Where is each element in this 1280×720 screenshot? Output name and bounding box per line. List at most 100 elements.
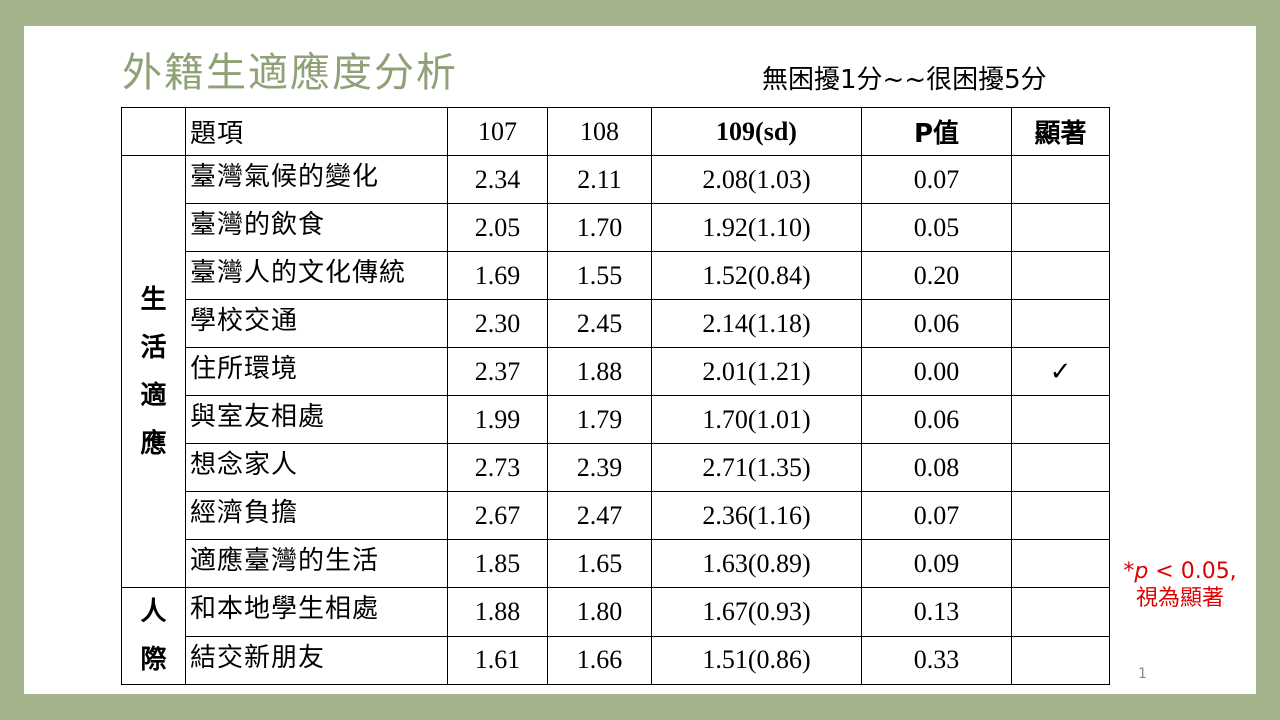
row-109: 2.36(1.16) (651, 491, 862, 540)
header-109: 109(sd) (651, 107, 862, 156)
row-p: 0.33 (861, 635, 1012, 685)
table-row: 生 活 適 應 臺灣氣候的變化 2.34 2.11 2.08(1.03) 0.0… (121, 155, 1110, 588)
row-108: 2.47 (547, 491, 652, 540)
group-life-adaptation: 生 活 適 應 (121, 155, 186, 588)
group-char: 人 (140, 597, 167, 627)
row-109: 1.52(0.84) (651, 251, 862, 300)
row-109: 2.01(1.21) (651, 347, 862, 396)
group-char: 活 (140, 332, 167, 363)
table-row: 住所環境 2.37 1.88 2.01(1.21) 0.00 ✓ (122, 347, 1110, 396)
significance-note-line2: 視為顯著 (1135, 586, 1224, 611)
row-p: 0.06 (861, 395, 1012, 444)
row-sig (1011, 395, 1110, 444)
group-char: 生 (140, 284, 167, 315)
row-107: 1.61 (447, 635, 548, 685)
row-sig (1011, 155, 1110, 204)
row-107: 2.05 (447, 203, 548, 252)
table-row: 臺灣的飲食 2.05 1.70 1.92(1.10) 0.05 (122, 203, 1110, 252)
row-108: 2.11 (547, 155, 652, 204)
threshold: < 0.05, (1148, 559, 1237, 584)
group-char: 適 (140, 380, 167, 411)
group-char: 際 (140, 645, 167, 675)
row-108: 1.66 (547, 635, 652, 685)
row-108: 1.88 (547, 347, 652, 396)
table-row: 經濟負擔 2.67 2.47 2.36(1.16) 0.07 (122, 491, 1110, 540)
row-sig (1011, 635, 1110, 685)
row-109: 2.14(1.18) (651, 299, 862, 348)
header-significance: 顯著 (1011, 107, 1110, 156)
group-char: 應 (140, 428, 167, 459)
row-p: 0.13 (861, 587, 1012, 637)
analysis-table: 題項 107 108 109(sd) P值 顯著 生 活 適 應 臺灣氣候的變化… (121, 107, 1110, 685)
row-item: 臺灣的飲食 (185, 203, 448, 252)
row-107: 2.30 (447, 299, 548, 348)
table-row: 想念家人 2.73 2.39 2.71(1.35) 0.08 (122, 443, 1110, 492)
header-p-value: P值 (861, 107, 1012, 156)
row-item: 和本地學生相處 (185, 587, 448, 637)
row-item: 學校交通 (185, 299, 448, 348)
header-107: 107 (447, 107, 548, 156)
row-sig (1011, 203, 1110, 252)
row-item: 想念家人 (185, 443, 448, 492)
significance-note-line1: *p < 0.05, (1110, 558, 1250, 585)
row-109: 1.63(0.89) (651, 539, 862, 588)
table-header-row: 題項 107 108 109(sd) P值 顯著 (121, 107, 1110, 156)
row-107: 2.37 (447, 347, 548, 396)
header-group (121, 107, 186, 156)
row-107: 2.34 (447, 155, 548, 204)
row-item: 臺灣氣候的變化 (185, 155, 448, 204)
row-108: 1.80 (547, 587, 652, 637)
header-108: 108 (547, 107, 652, 156)
table-row: 學校交通 2.30 2.45 2.14(1.18) 0.06 (122, 299, 1110, 348)
row-sig (1011, 587, 1110, 637)
row-sig (1011, 491, 1110, 540)
row-item: 住所環境 (185, 347, 448, 396)
row-p: 0.06 (861, 299, 1012, 348)
row-item: 結交新朋友 (185, 635, 448, 685)
row-item: 經濟負擔 (185, 491, 448, 540)
table-row: 人 際 和本地學生相處 1.88 1.80 1.67(0.93) 0.13 (121, 587, 1110, 685)
row-107: 2.73 (447, 443, 548, 492)
row-108: 1.55 (547, 251, 652, 300)
row-item: 臺灣人的文化傳統 (185, 251, 448, 300)
table-row: 適應臺灣的生活 1.85 1.65 1.63(0.89) 0.09 (122, 539, 1110, 588)
row-107: 1.69 (447, 251, 548, 300)
row-109: 1.67(0.93) (651, 587, 862, 637)
row-sig (1011, 443, 1110, 492)
row-p: 0.20 (861, 251, 1012, 300)
row-107: 1.99 (447, 395, 548, 444)
row-p: 0.07 (861, 155, 1012, 204)
row-p: 0.09 (861, 539, 1012, 588)
row-109: 2.71(1.35) (651, 443, 862, 492)
asterisk: * (1123, 559, 1135, 584)
row-108: 1.79 (547, 395, 652, 444)
scale-note: 無困擾1分~~很困擾5分 (762, 65, 1047, 95)
row-109: 1.51(0.86) (651, 635, 862, 685)
table-row: 臺灣人的文化傳統 1.69 1.55 1.52(0.84) 0.20 (122, 251, 1110, 300)
row-p: 0.05 (861, 203, 1012, 252)
checkmark-icon: ✓ (1011, 347, 1110, 396)
row-108: 2.39 (547, 443, 652, 492)
row-107: 1.88 (447, 587, 548, 637)
header-item: 題項 (185, 107, 448, 156)
row-108: 1.70 (547, 203, 652, 252)
table-row: 與室友相處 1.99 1.79 1.70(1.01) 0.06 (122, 395, 1110, 444)
row-item: 適應臺灣的生活 (185, 539, 448, 588)
row-108: 1.65 (547, 539, 652, 588)
significance-note: *p < 0.05, 視為顯著 (1110, 558, 1250, 612)
slide: 外籍生適應度分析 無困擾1分~~很困擾5分 題項 107 108 109(sd)… (24, 26, 1256, 694)
group-interpersonal: 人 際 (121, 587, 186, 685)
row-109: 1.70(1.01) (651, 395, 862, 444)
row-sig (1011, 539, 1110, 588)
row-108: 2.45 (547, 299, 652, 348)
row-p: 0.00 (861, 347, 1012, 396)
row-109: 1.92(1.10) (651, 203, 862, 252)
p-symbol: p (1134, 559, 1149, 584)
row-sig (1011, 299, 1110, 348)
row-107: 2.67 (447, 491, 548, 540)
row-item: 與室友相處 (185, 395, 448, 444)
row-sig (1011, 251, 1110, 300)
row-109: 2.08(1.03) (651, 155, 862, 204)
row-107: 1.85 (447, 539, 548, 588)
row-p: 0.07 (861, 491, 1012, 540)
